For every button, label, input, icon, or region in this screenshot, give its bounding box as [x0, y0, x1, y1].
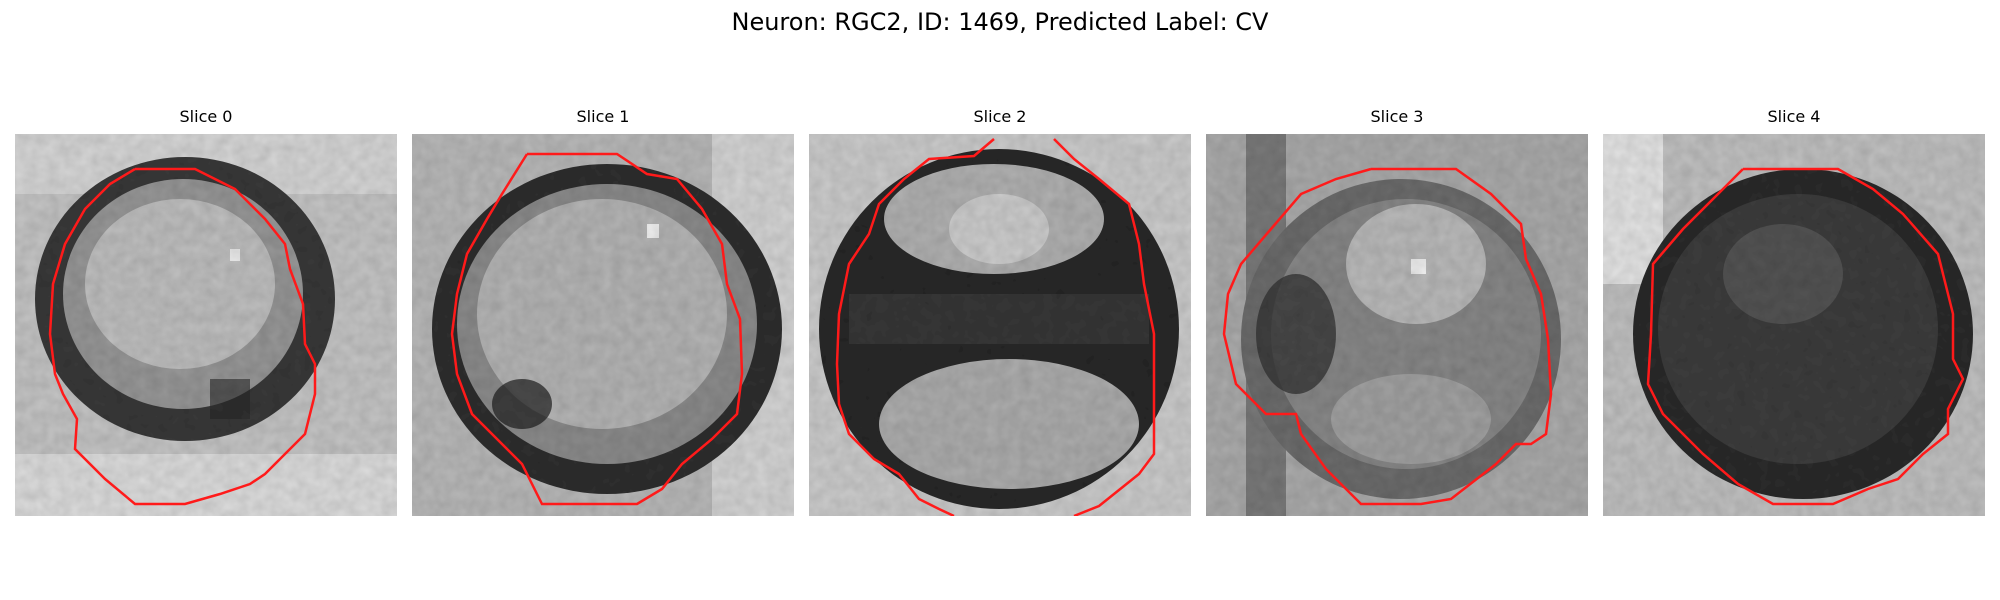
slice-panel-3: Slice 3: [1206, 107, 1588, 516]
contour-line-4: [1646, 167, 1965, 506]
slice-title-3: Slice 3: [1370, 107, 1424, 126]
slice-title-2: Slice 2: [973, 107, 1027, 126]
slice-image-1: [412, 134, 794, 516]
slice-title-4: Slice 4: [1767, 107, 1821, 126]
slice-panel-2: Slice 2: [809, 107, 1191, 516]
slice-panel-1: Slice 1: [412, 107, 794, 516]
slice-image-4: [1603, 134, 1985, 516]
slice-image-0: [15, 134, 397, 516]
figure-title: Neuron: RGC2, ID: 1469, Predicted Label:…: [731, 8, 1269, 36]
contour-line-0: [48, 167, 317, 506]
slice-title-0: Slice 0: [179, 107, 233, 126]
contour-line-2b: [1053, 138, 1156, 516]
contour-line-2: [835, 138, 995, 516]
contour-line-3: [1222, 167, 1553, 506]
slice-image-3: [1206, 134, 1588, 516]
slice-panel-0: Slice 0: [15, 107, 397, 516]
contour-line-1: [450, 152, 744, 506]
slice-panel-4: Slice 4: [1603, 107, 1985, 516]
slice-image-2: [809, 134, 1191, 516]
slice-title-1: Slice 1: [576, 107, 630, 126]
